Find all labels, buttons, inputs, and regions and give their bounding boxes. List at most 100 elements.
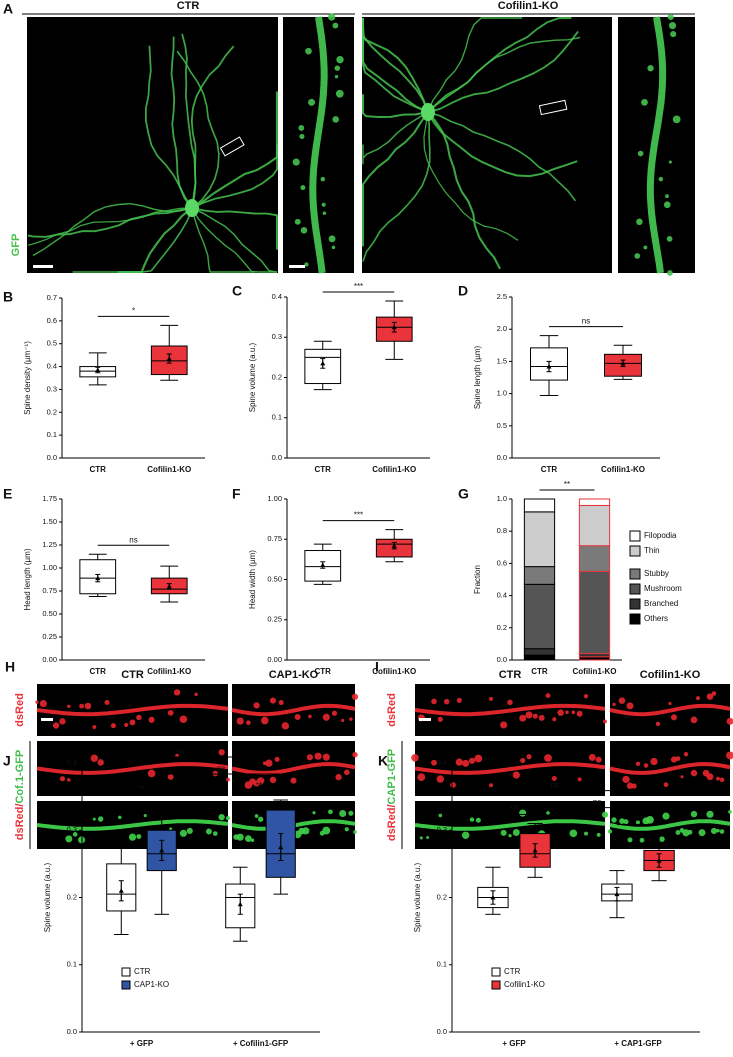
mean-marker <box>95 367 101 372</box>
spine <box>334 75 339 79</box>
spine <box>97 816 104 822</box>
legend-swatch <box>629 568 641 580</box>
significance-label: *** <box>509 805 518 814</box>
y-tick-label: 0.0 <box>437 1027 447 1036</box>
x-tick-label: CTR <box>315 667 332 676</box>
spine <box>129 719 136 726</box>
legend-swatch <box>121 967 131 977</box>
y-tick-label: 0.1 <box>272 413 282 422</box>
legend-swatch <box>629 598 641 610</box>
dendrite <box>362 111 429 165</box>
spine <box>298 125 305 131</box>
spine <box>341 718 345 723</box>
significance-label: *** <box>633 815 642 824</box>
spine <box>500 829 507 836</box>
mean-marker <box>166 356 172 361</box>
y-tick-label: 0.6 <box>47 316 57 325</box>
spine <box>294 218 301 225</box>
mean-marker <box>159 847 165 853</box>
y-axis-label: Head length (µm) <box>23 548 32 610</box>
spine <box>328 13 336 21</box>
mean-marker <box>490 895 496 900</box>
spine <box>226 777 230 782</box>
spine <box>148 716 155 723</box>
y-axis-label: Spine volume (a.u.) <box>248 342 257 412</box>
spine <box>218 749 225 756</box>
scale-bar <box>33 265 53 268</box>
dendrite <box>27 207 193 246</box>
dendrite <box>423 111 519 241</box>
x-tick-label: Cofilin1-KO <box>372 667 416 676</box>
spine <box>339 810 347 817</box>
spine <box>269 776 277 784</box>
significance-label: ** <box>138 784 144 793</box>
spine <box>551 776 557 782</box>
spine <box>84 702 92 710</box>
y-tick-label: 1.5 <box>497 356 507 365</box>
legend-label: Thin <box>644 546 660 555</box>
dendrite <box>361 111 429 247</box>
spine <box>706 693 714 700</box>
spine <box>626 702 634 710</box>
spine <box>274 756 280 762</box>
spine <box>668 21 677 30</box>
spine <box>92 817 96 821</box>
spine <box>659 836 665 842</box>
spine <box>643 763 649 768</box>
y-tick-label: 0.75 <box>267 534 282 543</box>
spine <box>167 773 174 780</box>
bar-segment <box>578 545 611 572</box>
row-label: dsRed <box>386 693 398 727</box>
spine <box>719 829 725 834</box>
dendrite <box>427 17 523 113</box>
significance-label: *** <box>354 282 363 291</box>
spine <box>619 818 625 824</box>
panel-label: B <box>3 289 13 305</box>
legend-swatch <box>121 980 131 990</box>
spine <box>300 227 308 234</box>
legend-label: CTR <box>134 967 151 976</box>
spine <box>167 709 174 716</box>
column-header: CTR <box>499 669 522 681</box>
spine <box>194 692 198 697</box>
spine <box>169 827 173 831</box>
y-tick-label: 0.5 <box>47 339 57 348</box>
spine <box>627 837 633 843</box>
row-label: dsRed <box>14 693 26 727</box>
spine <box>662 812 670 820</box>
spine <box>577 777 582 782</box>
spine <box>675 756 681 761</box>
spine <box>726 751 733 760</box>
spine <box>128 833 137 841</box>
spine <box>655 721 661 727</box>
dendrite <box>191 207 278 250</box>
dendrite <box>427 111 577 202</box>
dendrite <box>191 91 279 209</box>
y-tick-label: 0.8 <box>497 526 507 535</box>
spine <box>308 98 316 106</box>
spine <box>426 835 430 839</box>
spine <box>668 160 672 164</box>
y-tick-label: 0.2 <box>497 623 507 632</box>
spine <box>706 810 714 818</box>
x-tick-label: CTR <box>541 465 558 474</box>
dendrite <box>414 819 606 831</box>
legend-label: Stubby <box>644 569 669 578</box>
dendrite <box>145 45 193 209</box>
spine <box>336 55 344 64</box>
y-tick-label: 0.25 <box>42 632 57 641</box>
spine <box>118 815 122 820</box>
x-tick-label: Cofilin1-KO <box>601 465 645 474</box>
spine <box>179 829 187 837</box>
spine <box>663 201 671 209</box>
spine <box>353 830 357 834</box>
spine <box>512 771 520 779</box>
spine <box>90 754 99 762</box>
spine <box>281 722 289 730</box>
bar-segment <box>523 511 556 568</box>
scale-bar <box>41 718 53 721</box>
column-header: Cofilin1-KO <box>640 669 701 681</box>
spine <box>343 769 350 776</box>
y-tick-label: 0.3 <box>437 825 447 834</box>
